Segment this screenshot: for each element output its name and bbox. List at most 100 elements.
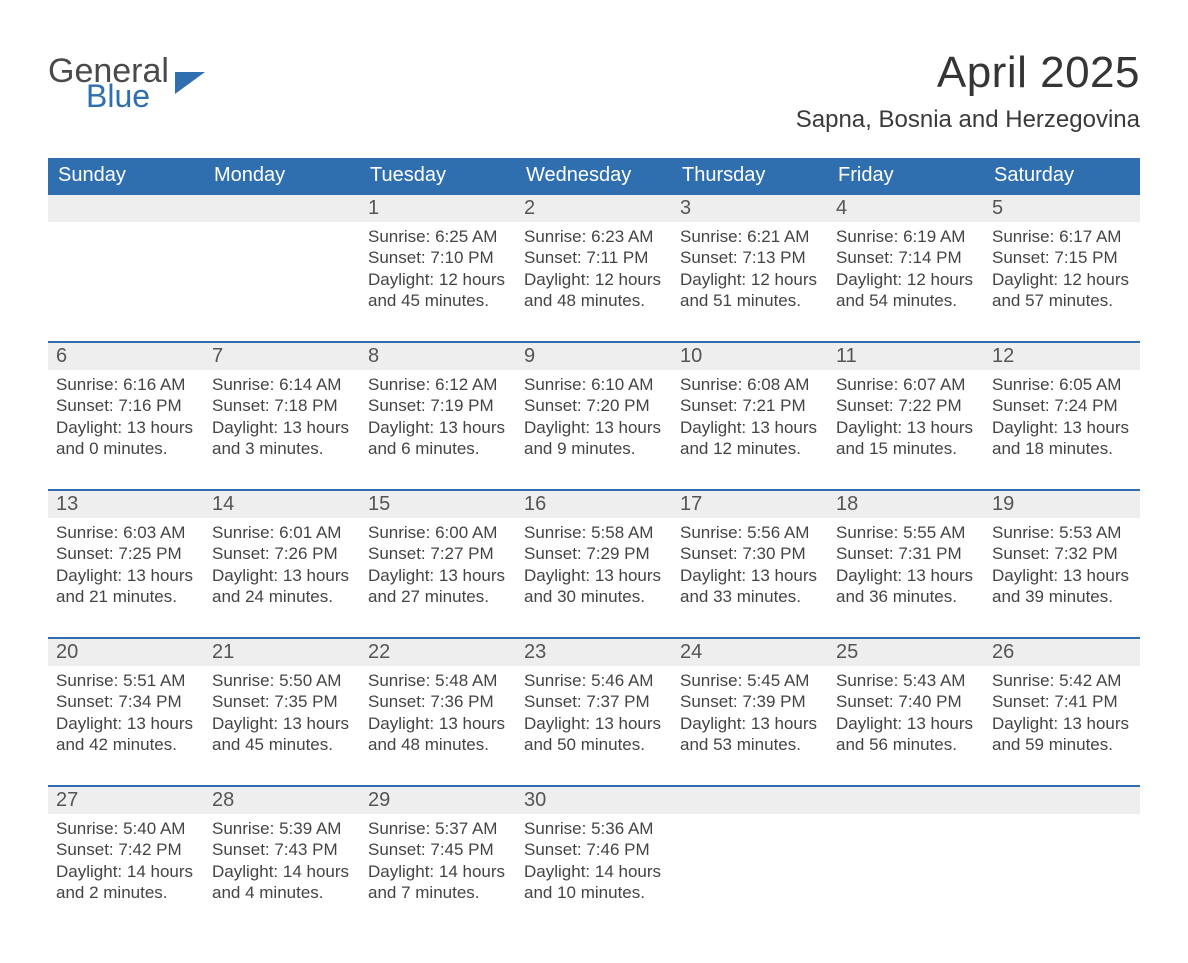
day-number: 28 [204,787,360,814]
daylight-line1: Daylight: 14 hours [368,861,508,882]
day-number: 24 [672,639,828,666]
day-cell: Sunrise: 6:16 AMSunset: 7:16 PMDaylight:… [48,370,204,459]
sunset-text: Sunset: 7:27 PM [368,543,508,564]
sunset-text: Sunset: 7:42 PM [56,839,196,860]
daylight-line1: Daylight: 12 hours [368,269,508,290]
day-cell: Sunrise: 5:56 AMSunset: 7:30 PMDaylight:… [672,518,828,607]
day-number: 1 [360,195,516,222]
day-number: 27 [48,787,204,814]
day-number: 30 [516,787,672,814]
daylight-line1: Daylight: 12 hours [992,269,1132,290]
day-number: 25 [828,639,984,666]
sunrise-text: Sunrise: 6:05 AM [992,374,1132,395]
daylight-line2: and 53 minutes. [680,734,820,755]
sunrise-text: Sunrise: 6:00 AM [368,522,508,543]
week-body-row: Sunrise: 6:16 AMSunset: 7:16 PMDaylight:… [48,370,1140,459]
day-number: 7 [204,343,360,370]
sunset-text: Sunset: 7:29 PM [524,543,664,564]
day-number: 16 [516,491,672,518]
daylight-line1: Daylight: 13 hours [56,565,196,586]
day-cell [672,814,828,903]
day-cell: Sunrise: 5:37 AMSunset: 7:45 PMDaylight:… [360,814,516,903]
daylight-line2: and 51 minutes. [680,290,820,311]
day-number: 9 [516,343,672,370]
calendar-week: 12345Sunrise: 6:25 AMSunset: 7:10 PMDayl… [48,195,1140,311]
daylight-line1: Daylight: 13 hours [212,713,352,734]
week-body-row: Sunrise: 5:51 AMSunset: 7:34 PMDaylight:… [48,666,1140,755]
daylight-line2: and 59 minutes. [992,734,1132,755]
sunrise-text: Sunrise: 6:23 AM [524,226,664,247]
day-cell: Sunrise: 5:43 AMSunset: 7:40 PMDaylight:… [828,666,984,755]
daylight-line1: Daylight: 12 hours [524,269,664,290]
sunset-text: Sunset: 7:15 PM [992,247,1132,268]
sunset-text: Sunset: 7:19 PM [368,395,508,416]
title-block: April 2025 Sapna, Bosnia and Herzegovina [796,48,1140,134]
sunset-text: Sunset: 7:26 PM [212,543,352,564]
sunrise-text: Sunrise: 5:50 AM [212,670,352,691]
daylight-line1: Daylight: 13 hours [836,713,976,734]
sunset-text: Sunset: 7:10 PM [368,247,508,268]
daylight-line2: and 7 minutes. [368,882,508,903]
sunset-text: Sunset: 7:31 PM [836,543,976,564]
brand-logo: General Blue [48,54,205,112]
day-cell: Sunrise: 6:23 AMSunset: 7:11 PMDaylight:… [516,222,672,311]
sunrise-text: Sunrise: 6:14 AM [212,374,352,395]
col-header-thu: Thursday [672,158,828,195]
sunset-text: Sunset: 7:24 PM [992,395,1132,416]
day-number [48,195,204,222]
sunrise-text: Sunrise: 5:48 AM [368,670,508,691]
daylight-line2: and 50 minutes. [524,734,664,755]
sunrise-text: Sunrise: 6:21 AM [680,226,820,247]
week-body-row: Sunrise: 6:25 AMSunset: 7:10 PMDaylight:… [48,222,1140,311]
daynum-row: 6789101112 [48,341,1140,370]
daylight-line1: Daylight: 13 hours [368,565,508,586]
sunrise-text: Sunrise: 6:17 AM [992,226,1132,247]
sunset-text: Sunset: 7:32 PM [992,543,1132,564]
day-number: 26 [984,639,1140,666]
calendar-body: 12345Sunrise: 6:25 AMSunset: 7:10 PMDayl… [48,195,1140,903]
daylight-line1: Daylight: 13 hours [836,565,976,586]
daylight-line2: and 3 minutes. [212,438,352,459]
day-number: 8 [360,343,516,370]
daynum-row: 27282930 [48,785,1140,814]
sunrise-text: Sunrise: 5:40 AM [56,818,196,839]
day-cell: Sunrise: 5:36 AMSunset: 7:46 PMDaylight:… [516,814,672,903]
calendar-week: 20212223242526Sunrise: 5:51 AMSunset: 7:… [48,637,1140,755]
day-number: 11 [828,343,984,370]
sunset-text: Sunset: 7:13 PM [680,247,820,268]
daylight-line1: Daylight: 13 hours [680,417,820,438]
sunrise-text: Sunrise: 6:12 AM [368,374,508,395]
day-number: 21 [204,639,360,666]
day-cell: Sunrise: 6:21 AMSunset: 7:13 PMDaylight:… [672,222,828,311]
sunrise-text: Sunrise: 6:03 AM [56,522,196,543]
sunrise-text: Sunrise: 5:53 AM [992,522,1132,543]
daylight-line1: Daylight: 13 hours [524,565,664,586]
day-cell: Sunrise: 6:10 AMSunset: 7:20 PMDaylight:… [516,370,672,459]
col-header-fri: Friday [828,158,984,195]
header: General Blue April 2025 Sapna, Bosnia an… [48,48,1140,158]
daylight-line2: and 48 minutes. [368,734,508,755]
daylight-line1: Daylight: 13 hours [992,565,1132,586]
sunset-text: Sunset: 7:37 PM [524,691,664,712]
day-number: 17 [672,491,828,518]
day-number: 15 [360,491,516,518]
daylight-line2: and 57 minutes. [992,290,1132,311]
daylight-line1: Daylight: 13 hours [992,713,1132,734]
daylight-line2: and 4 minutes. [212,882,352,903]
day-number: 5 [984,195,1140,222]
day-number: 4 [828,195,984,222]
day-cell: Sunrise: 5:39 AMSunset: 7:43 PMDaylight:… [204,814,360,903]
day-cell [984,814,1140,903]
sunrise-text: Sunrise: 6:10 AM [524,374,664,395]
day-cell: Sunrise: 6:12 AMSunset: 7:19 PMDaylight:… [360,370,516,459]
page-title: April 2025 [796,48,1140,98]
sunset-text: Sunset: 7:21 PM [680,395,820,416]
daylight-line2: and 6 minutes. [368,438,508,459]
flag-icon [175,66,205,88]
day-number [672,787,828,814]
sunset-text: Sunset: 7:40 PM [836,691,976,712]
daylight-line1: Daylight: 13 hours [836,417,976,438]
daylight-line1: Daylight: 13 hours [212,565,352,586]
sunrise-text: Sunrise: 5:43 AM [836,670,976,691]
daylight-line1: Daylight: 14 hours [56,861,196,882]
